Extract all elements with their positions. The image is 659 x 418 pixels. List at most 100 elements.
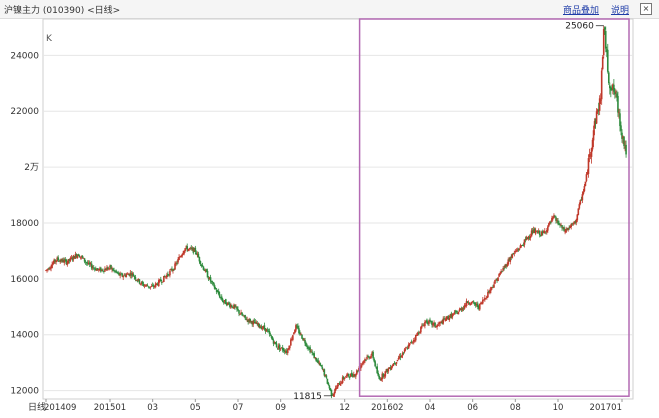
candle-body: [61, 259, 64, 262]
candle: [299, 330, 301, 336]
candle: [289, 345, 291, 351]
commodity-overlay-link[interactable]: 商品叠加: [563, 6, 600, 16]
candle-body: [546, 230, 548, 233]
candle-body: [332, 393, 335, 397]
candle-body: [236, 306, 238, 310]
candle-body: [244, 314, 246, 318]
annotation-low: 11815: [293, 392, 332, 402]
candle-body: [494, 280, 496, 284]
candle-body: [363, 360, 365, 363]
candle: [389, 364, 392, 371]
candle-body: [78, 255, 81, 258]
candle-body: [621, 132, 623, 139]
candle-body: [187, 249, 190, 251]
candle: [589, 152, 592, 160]
candle: [210, 280, 213, 285]
candle-body: [548, 223, 550, 227]
candle-body: [163, 275, 165, 282]
candle-body: [87, 262, 90, 264]
candle-body: [460, 308, 463, 311]
candle: [98, 268, 100, 273]
candle: [305, 341, 307, 347]
candle: [493, 281, 495, 289]
candle-body: [263, 325, 266, 329]
candle-body: [532, 229, 535, 234]
candle: [445, 316, 448, 322]
candle-body: [562, 227, 564, 229]
candle-body: [341, 377, 344, 383]
candle: [611, 84, 613, 91]
close-icon[interactable]: ×: [640, 3, 652, 15]
candle: [522, 242, 525, 247]
candle: [301, 334, 303, 339]
candle-body: [52, 262, 54, 265]
candle-body: [339, 383, 342, 386]
candle-body: [302, 337, 304, 341]
candle-body: [534, 230, 537, 234]
candle-body: [580, 199, 583, 201]
candle: [357, 370, 359, 373]
candle: [583, 184, 586, 193]
candle: [244, 314, 246, 320]
candle: [328, 384, 331, 391]
x-axis-label: 日线: [28, 401, 46, 413]
candle-body: [251, 321, 254, 325]
candle: [598, 95, 601, 115]
candle: [290, 337, 292, 346]
candle: [227, 302, 229, 306]
candle: [251, 320, 254, 327]
candle: [120, 272, 122, 275]
candle: [168, 274, 170, 277]
candle: [270, 334, 273, 340]
candle-body: [527, 236, 530, 240]
candle: [399, 353, 402, 361]
candle: [79, 256, 82, 260]
about-link[interactable]: 说明: [611, 6, 630, 16]
candle-body: [442, 318, 445, 324]
candle-body: [142, 283, 145, 287]
candle: [109, 264, 111, 270]
candle: [478, 303, 481, 311]
candle: [137, 278, 140, 282]
candle-body: [561, 225, 563, 229]
candle: [494, 279, 496, 285]
candle: [417, 331, 419, 336]
candle: [516, 247, 519, 253]
x-axis: 201409 201501 03 05 07 09 12 201602 04 06 08 10 2017…: [44, 399, 623, 413]
candle-body: [454, 311, 457, 313]
candle: [334, 385, 337, 393]
candle-body: [151, 285, 154, 286]
candle: [143, 284, 146, 289]
candle-body: [225, 299, 227, 305]
candle-body: [240, 312, 242, 315]
annotation-high: 25060: [565, 22, 604, 32]
candle: [368, 355, 370, 360]
candle: [200, 263, 203, 268]
candle-body: [536, 231, 539, 233]
candle-body: [540, 231, 543, 236]
candle-body: [234, 304, 236, 308]
candle: [198, 256, 201, 264]
candle-body: [205, 269, 208, 272]
candle: [433, 320, 435, 327]
candle-body: [558, 222, 560, 225]
candle: [337, 382, 340, 387]
candle-body: [422, 324, 424, 326]
candle-body: [212, 282, 215, 285]
candle-body: [541, 231, 544, 234]
candle: [133, 275, 136, 280]
candle: [534, 227, 537, 236]
candle-body: [165, 276, 167, 278]
candle: [454, 309, 457, 315]
candle: [278, 343, 281, 353]
candle-body: [392, 363, 395, 367]
candle-body: [490, 287, 492, 291]
candle-body: [68, 258, 71, 261]
candle-body: [498, 273, 500, 277]
candle-body: [54, 259, 56, 262]
candle-body: [386, 368, 389, 372]
candle-body: [365, 359, 367, 361]
candle: [100, 266, 102, 273]
candle-body: [322, 369, 325, 371]
candle: [387, 367, 390, 374]
